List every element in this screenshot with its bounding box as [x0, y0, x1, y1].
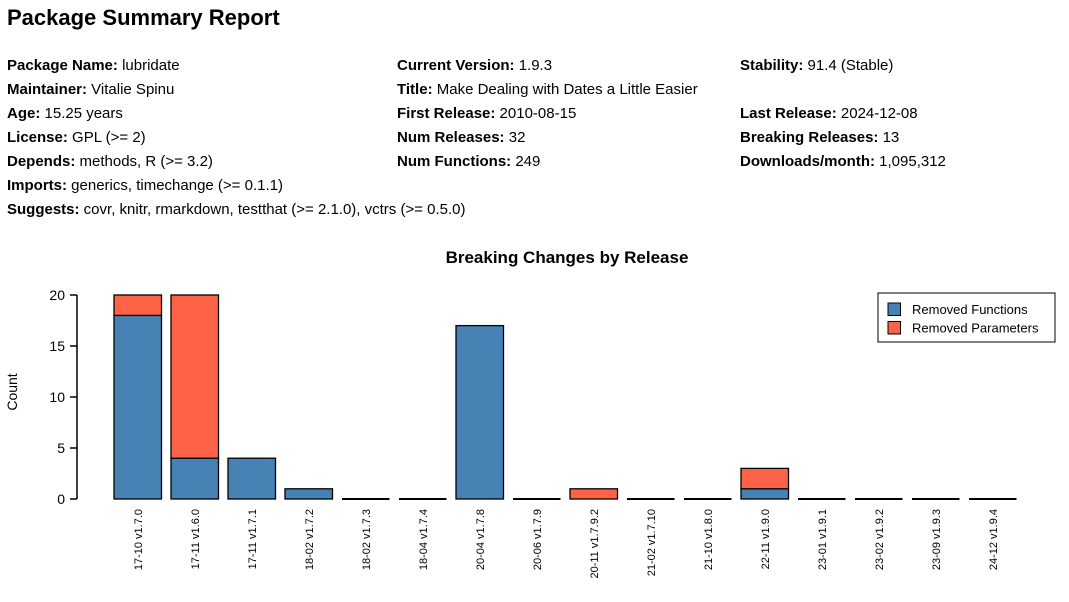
info-label: Breaking Releases: [740, 129, 879, 146]
bar-removed-parameters [740, 467, 790, 490]
x-tick-label: 18-04 v1.7.4 [418, 509, 430, 570]
page-title: Package Summary Report [7, 5, 280, 30]
info-value: 2010-08-15 [495, 105, 577, 122]
info-label: Downloads/month: [740, 153, 875, 170]
y-tick-label: 10 [49, 389, 65, 405]
info-label: Num Releases: [397, 129, 505, 146]
info-line: Title: Make Dealing with Dates a Little … [397, 78, 698, 102]
x-tick-label: 21-02 v1.7.10 [646, 509, 658, 576]
info-value: methods, R (>= 3.2) [75, 153, 213, 170]
info-line: Current Version: 1.9.3 [397, 54, 698, 78]
x-tick-label: 23-01 v1.9.1 [817, 509, 829, 570]
info-line: Stability: 91.4 (Stable) [740, 54, 946, 78]
info-line: Downloads/month: 1,095,312 [740, 150, 946, 174]
info-label: Package Name: [7, 57, 118, 74]
info-value: covr, knitr, rmarkdown, testthat (>= 2.1… [79, 201, 466, 218]
info-label: First Release: [397, 105, 496, 122]
info-line: First Release: 2010-08-15 [397, 102, 698, 126]
y-tick-label: 0 [57, 491, 65, 507]
info-value: 1.9.3 [514, 57, 553, 74]
info-line: Suggests: covr, knitr, rmarkdown, testth… [7, 198, 466, 222]
info-line: Num Releases: 32 [397, 126, 698, 150]
x-tick-label: 20-04 v1.7.8 [475, 509, 487, 570]
info-value: 91.4 (Stable) [803, 57, 894, 74]
info-value: 1,095,312 [875, 153, 946, 170]
info-label: Stability: [740, 57, 804, 74]
info-label: Depends: [7, 153, 76, 170]
info-column-version: Current Version: 1.9.3 Title: Make Dealin… [397, 54, 698, 174]
chart-title: Breaking Changes by Release [446, 248, 689, 267]
info-label: Current Version: [397, 57, 515, 74]
x-tick-label: 17-11 v1.6.0 [190, 509, 202, 569]
info-value: 15.25 years [40, 105, 123, 122]
y-tick-label: 15 [49, 338, 65, 354]
info-label: Imports: [7, 177, 67, 194]
legend-box [877, 292, 1056, 343]
bar-removed-parameters [569, 488, 619, 500]
info-line: License: GPL (>= 2) [7, 126, 466, 150]
info-value: Vitalie Spinu [87, 81, 175, 98]
info-line: Package Name: lubridate [7, 54, 466, 78]
bar-removed-functions [284, 488, 334, 500]
x-tick-label: 17-11 v1.7.1 [247, 509, 259, 569]
x-tick-label: 22-11 v1.9.0 [760, 509, 772, 569]
legend-label-removed-functions: Removed Functions [912, 302, 1028, 317]
info-value: lubridate [117, 57, 180, 74]
info-value: generics, timechange (>= 0.1.1) [67, 177, 283, 194]
bar-removed-functions [455, 324, 505, 500]
breaking-changes-chart: Breaking Changes by Release 0 5 10 15 20 Count… [4, 248, 1056, 579]
bar-removed-functions [113, 314, 163, 500]
info-label: Suggests: [7, 201, 80, 218]
info-value: Make Dealing with Dates a Little Easier [432, 81, 698, 98]
bar-removed-functions [170, 457, 220, 500]
y-tick-label: 5 [57, 440, 65, 456]
x-tick-label: 21-10 v1.8.0 [703, 509, 715, 570]
bar-removed-parameters [113, 294, 163, 317]
info-label: License: [7, 129, 68, 146]
info-column-stability: Stability: 91.4 (Stable) Last Release: 20… [740, 54, 946, 174]
x-tick-label: 23-09 v1.9.3 [931, 509, 943, 570]
x-tick-label: 24-12 v1.9.4 [988, 509, 1000, 570]
info-value: 249 [511, 153, 541, 170]
info-value: 2024-12-08 [836, 105, 918, 122]
info-value: 13 [878, 129, 900, 146]
x-tick-label: 23-02 v1.9.2 [874, 509, 886, 570]
legend-swatch-removed-parameters [887, 321, 901, 335]
info-line: Last Release: 2024-12-08 [740, 102, 946, 126]
info-value: 32 [504, 129, 526, 146]
x-tick-label: 20-11 v1.7.9.2 [589, 509, 601, 579]
bar-removed-functions [740, 488, 790, 500]
info-line: Breaking Releases: 13 [740, 126, 946, 150]
bar-removed-parameters [170, 294, 220, 459]
x-tick-label: 18-02 v1.7.3 [361, 509, 373, 570]
info-label: Age: [7, 105, 41, 122]
info-value: GPL (>= 2) [67, 129, 146, 146]
x-tick-label: 17-10 v1.7.0 [133, 509, 145, 570]
y-axis [70, 294, 78, 500]
x-tick-label: 20-06 v1.7.9 [532, 509, 544, 570]
info-line: Depends: methods, R (>= 3.2) [7, 150, 466, 174]
y-axis-label: Count [4, 373, 20, 410]
x-tick-label: 18-02 v1.7.2 [304, 509, 316, 570]
info-line: Maintainer: Vitalie Spinu [7, 78, 466, 102]
info-column-package: Package Name: lubridate Maintainer: Vital… [7, 54, 466, 222]
info-line: Age: 15.25 years [7, 102, 466, 126]
bar-removed-functions [227, 457, 277, 500]
y-tick-label: 20 [49, 287, 65, 303]
info-label: Maintainer: [7, 81, 88, 98]
info-line: Num Functions: 249 [397, 150, 698, 174]
info-label: Title: [397, 81, 433, 98]
info-label: Num Functions: [397, 153, 512, 170]
info-line-empty [740, 78, 946, 102]
legend-swatch-removed-functions [887, 302, 901, 316]
info-label: Last Release: [740, 105, 837, 122]
info-line: Imports: generics, timechange (>= 0.1.1) [7, 174, 466, 198]
legend-label-removed-parameters: Removed Parameters [912, 321, 1039, 336]
